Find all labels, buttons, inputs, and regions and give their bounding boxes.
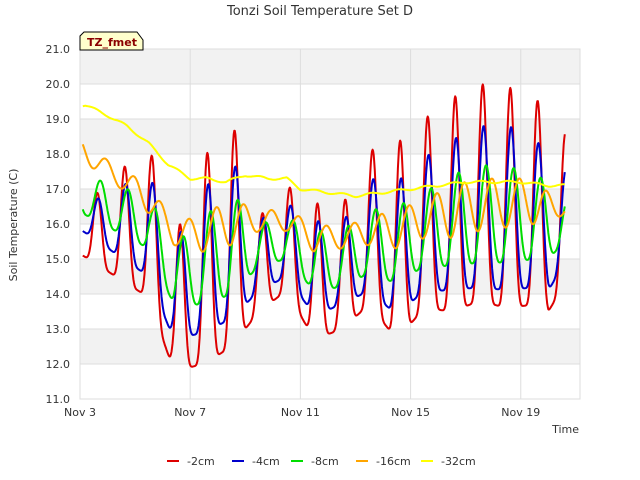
legend-label: -2cm [187,455,215,468]
legend: -2cm -4cm -8cm -16cm -32cm [167,455,476,468]
x-axis-label: Time [551,423,579,436]
chart-title: Tonzi Soil Temperature Set D [226,4,413,19]
x-tick-label: Nov 7 [174,406,206,419]
x-tick-label: Nov 19 [501,406,540,419]
y-tick-label: 17.0 [46,183,71,196]
series-line [81,144,566,253]
legend-label: -4cm [252,455,280,468]
series-line [82,104,566,199]
site-badge: TZ_fmet [79,31,144,51]
legend-label: -8cm [311,455,339,468]
y-tick-label: 12.0 [46,358,71,371]
y-tick-label: 11.0 [46,393,71,406]
y-tick-label: 15.0 [46,253,71,266]
y-tick-label: 14.0 [46,288,71,301]
series-line [82,83,566,368]
background-band [80,119,580,154]
grid-lines [79,48,580,400]
y-axis-label: Soil Temperature (C) [7,169,20,282]
y-tick-labels: 11.0 12.0 13.0 14.0 15.0 16.0 17.0 18.0 19.0 20.0… [46,43,71,406]
site-badge-label: TZ_fmet [87,36,137,49]
y-tick-label: 19.0 [46,113,71,126]
series-line [82,125,566,336]
series-lines [81,83,566,368]
background-band [80,49,580,84]
y-tick-label: 20.0 [46,78,71,91]
x-tick-label: Nov 11 [281,406,320,419]
legend-label: -16cm [376,455,411,468]
x-tick-label: Nov 15 [391,406,430,419]
y-tick-label: 18.0 [46,148,71,161]
series-line [81,164,566,306]
legend-label: -32cm [441,455,476,468]
x-tick-labels: Nov 3 Nov 7 Nov 11 Nov 15 Nov 19 [64,406,540,419]
x-tick-label: Nov 3 [64,406,96,419]
y-tick-label: 21.0 [46,43,71,56]
y-tick-label: 16.0 [46,218,71,231]
site-badge-shape [79,31,144,51]
y-tick-label: 13.0 [46,323,71,336]
